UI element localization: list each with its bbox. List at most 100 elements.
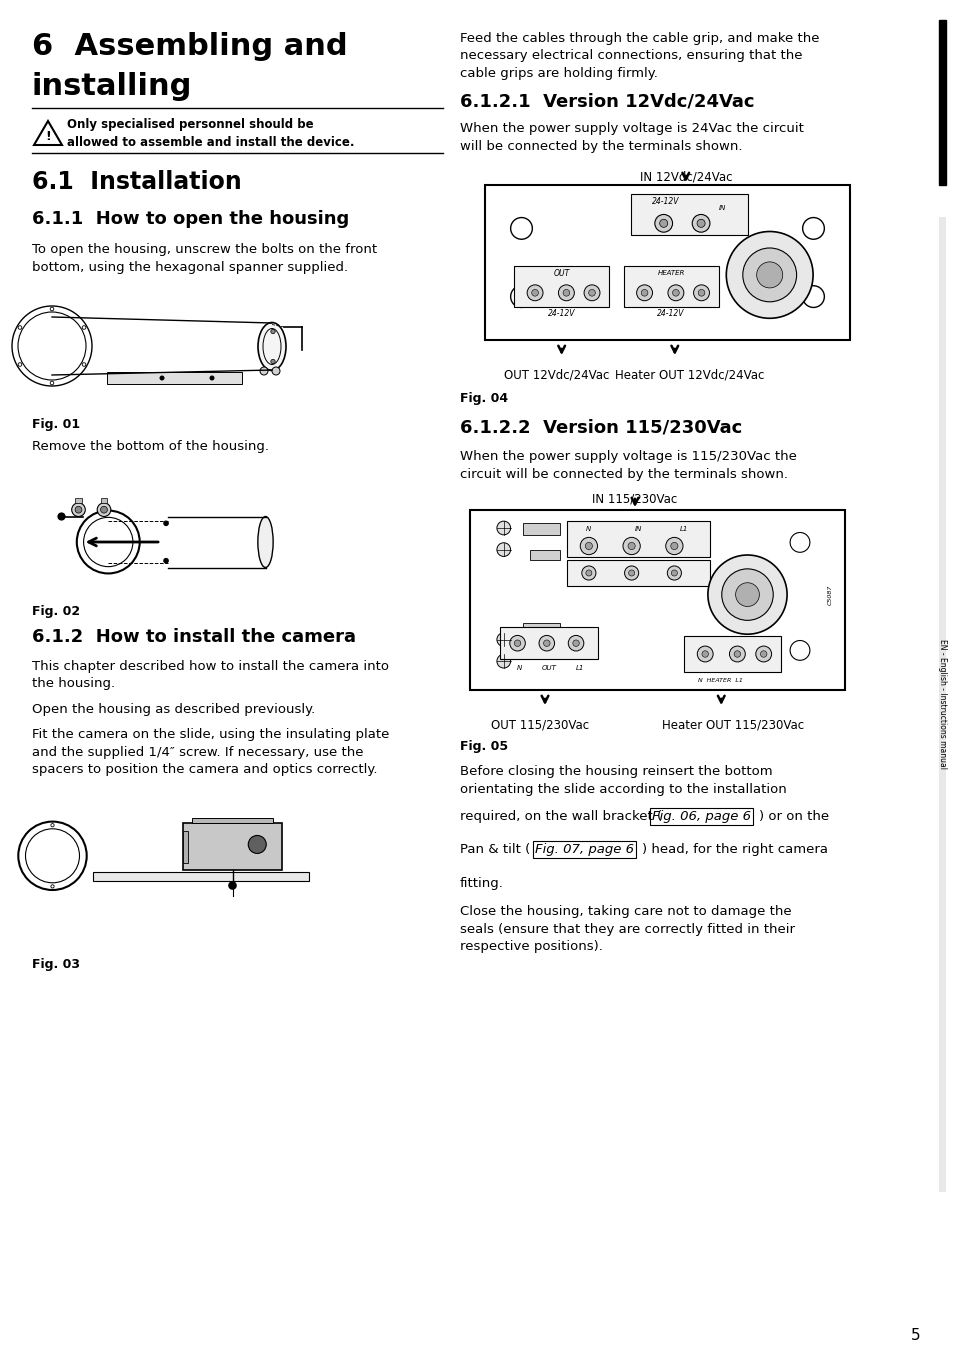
Text: This chapter described how to install the camera into
the housing.: This chapter described how to install th… — [32, 659, 389, 691]
Text: N: N — [586, 525, 591, 532]
Bar — [567, 521, 709, 556]
Circle shape — [666, 566, 680, 580]
Circle shape — [671, 570, 677, 575]
Circle shape — [229, 881, 235, 890]
Circle shape — [248, 835, 266, 853]
Text: HEATER: HEATER — [657, 271, 684, 276]
Circle shape — [71, 502, 85, 516]
Bar — [567, 561, 709, 585]
Circle shape — [701, 651, 708, 657]
Bar — [183, 823, 282, 871]
Bar — [938, 20, 944, 185]
Bar — [530, 550, 559, 561]
Text: N: N — [517, 665, 521, 672]
Circle shape — [527, 284, 542, 301]
Text: Fig. 02: Fig. 02 — [32, 605, 80, 617]
Circle shape — [697, 646, 713, 662]
Text: Only specialised personnel should be
allowed to assemble and install the device.: Only specialised personnel should be all… — [67, 118, 355, 149]
Circle shape — [100, 506, 108, 513]
Text: Feed the cables through the cable grip, and make the
necessary electrical connec: Feed the cables through the cable grip, … — [459, 32, 819, 80]
Circle shape — [497, 521, 510, 535]
Circle shape — [558, 284, 574, 301]
Circle shape — [531, 290, 537, 297]
Circle shape — [583, 284, 599, 301]
Circle shape — [654, 214, 672, 232]
Circle shape — [667, 284, 683, 301]
Ellipse shape — [257, 322, 286, 371]
Circle shape — [260, 367, 268, 375]
Circle shape — [721, 569, 773, 620]
Circle shape — [735, 582, 759, 607]
Text: Fig. 01: Fig. 01 — [32, 418, 80, 431]
Circle shape — [543, 640, 550, 646]
Text: EN - English - Instructions manual: EN - English - Instructions manual — [937, 639, 945, 769]
Circle shape — [756, 261, 781, 288]
Text: installing: installing — [32, 72, 193, 102]
Text: !: ! — [45, 130, 51, 142]
Text: N  HEATER  L1: N HEATER L1 — [698, 678, 742, 684]
Circle shape — [734, 651, 740, 657]
Circle shape — [562, 290, 569, 297]
Circle shape — [510, 286, 532, 307]
Text: IN 12Vdc/24Vac: IN 12Vdc/24Vac — [639, 171, 731, 183]
Bar — [683, 636, 781, 672]
Bar — [514, 265, 608, 307]
Circle shape — [636, 284, 652, 301]
Text: ) head, for the right camera: ) head, for the right camera — [641, 844, 827, 856]
Text: 6.1.2  How to install the camera: 6.1.2 How to install the camera — [32, 628, 355, 646]
Bar — [100, 498, 108, 502]
Circle shape — [789, 640, 809, 661]
Circle shape — [271, 329, 274, 333]
Text: Fig. 03: Fig. 03 — [32, 959, 80, 971]
Bar — [938, 217, 944, 1192]
Text: Heater OUT 115/230Vac: Heater OUT 115/230Vac — [661, 718, 803, 731]
Circle shape — [665, 538, 682, 555]
Circle shape — [210, 375, 214, 380]
Circle shape — [628, 570, 634, 575]
Circle shape — [729, 646, 744, 662]
Text: 24-12V: 24-12V — [657, 309, 684, 318]
Bar — [522, 523, 559, 535]
Circle shape — [581, 566, 596, 580]
Circle shape — [497, 632, 510, 646]
Circle shape — [509, 635, 525, 651]
Bar — [623, 265, 718, 307]
Circle shape — [801, 286, 823, 307]
Circle shape — [588, 290, 595, 297]
Text: required, on the wall bracket (: required, on the wall bracket ( — [459, 810, 661, 823]
Circle shape — [164, 521, 168, 525]
Circle shape — [159, 375, 164, 380]
Circle shape — [164, 559, 168, 563]
Circle shape — [640, 290, 647, 297]
Circle shape — [801, 218, 823, 240]
Circle shape — [58, 513, 65, 520]
Bar — [630, 195, 747, 234]
Circle shape — [568, 635, 583, 651]
Text: IN 115/230Vac: IN 115/230Vac — [592, 493, 677, 506]
Text: fitting.: fitting. — [459, 877, 503, 890]
Circle shape — [271, 359, 274, 364]
Text: IN: IN — [718, 206, 725, 211]
Circle shape — [725, 232, 812, 318]
Text: Heater OUT 12Vdc/24Vac: Heater OUT 12Vdc/24Vac — [615, 368, 763, 380]
Bar — [484, 185, 849, 340]
Circle shape — [697, 219, 704, 227]
Text: 6.1.2.1  Version 12Vdc/24Vac: 6.1.2.1 Version 12Vdc/24Vac — [459, 93, 754, 111]
Circle shape — [672, 290, 679, 297]
Text: OUT 12Vdc/24Vac: OUT 12Vdc/24Vac — [503, 368, 609, 380]
Circle shape — [670, 543, 678, 550]
Text: When the power supply voltage is 24Vac the circuit
will be connected by the term: When the power supply voltage is 24Vac t… — [459, 122, 803, 153]
Bar — [499, 627, 597, 659]
Bar — [470, 510, 844, 691]
Bar — [92, 872, 309, 881]
Text: 24-12V: 24-12V — [652, 198, 679, 206]
Circle shape — [659, 219, 667, 227]
Bar — [522, 623, 559, 632]
Circle shape — [497, 654, 510, 668]
Text: Fig. 04: Fig. 04 — [459, 393, 508, 405]
Circle shape — [698, 290, 704, 297]
Circle shape — [755, 646, 771, 662]
Circle shape — [572, 640, 578, 646]
Circle shape — [584, 543, 592, 550]
Circle shape — [538, 635, 554, 651]
